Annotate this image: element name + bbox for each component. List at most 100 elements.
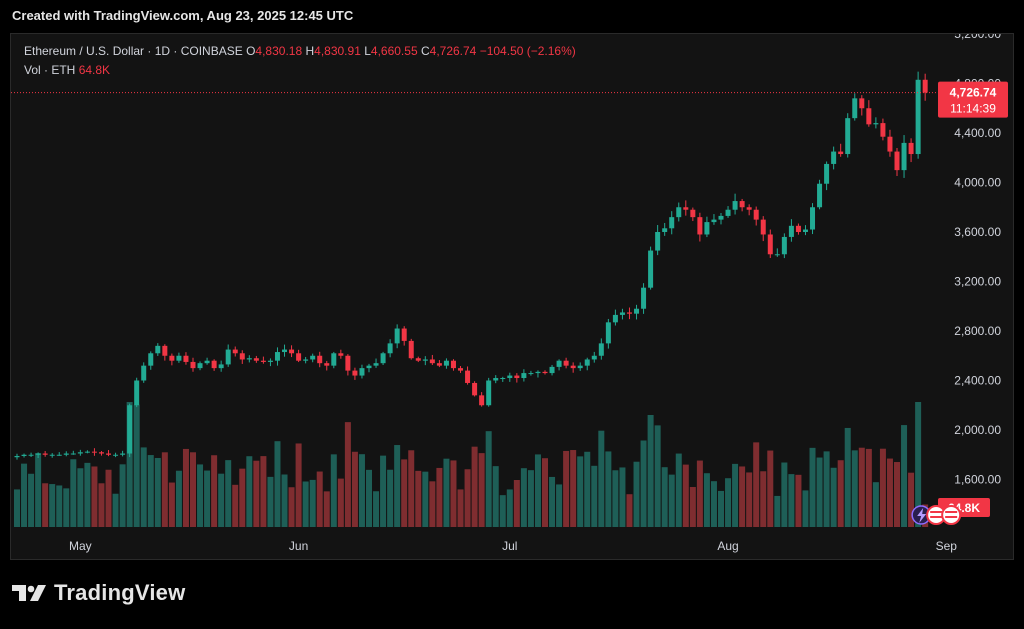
candle-body	[493, 378, 499, 381]
volume-bar	[77, 468, 84, 527]
volume-value: 64.8K	[78, 63, 111, 77]
candle-body	[795, 225, 801, 232]
candle-body	[718, 215, 724, 220]
volume-bar	[408, 450, 415, 527]
tradingview-logo-icon	[12, 585, 46, 601]
tradingview-logo-text: TradingView	[54, 580, 186, 605]
volume-bar	[471, 446, 478, 527]
candle-body	[894, 151, 900, 171]
time-axis-label: Jul	[502, 539, 517, 553]
candle-body	[91, 451, 97, 453]
price-axis-label: 5,200.00	[954, 34, 1001, 41]
candle-body	[380, 353, 386, 364]
change-value: −104.50 (−2.16%)	[479, 44, 576, 58]
volume-bar	[450, 460, 457, 527]
flag-stripe	[945, 516, 958, 518]
volume-bar	[239, 468, 246, 527]
candle-body	[120, 453, 126, 455]
volume-bar	[570, 450, 577, 527]
candle-body	[479, 395, 485, 406]
candle-body	[852, 98, 858, 119]
candle-body	[373, 363, 379, 366]
candle-body	[260, 360, 266, 362]
candle-body	[197, 363, 203, 369]
symbol-label[interactable]: Ethereum / U.S. Dollar · 1D · COINBASE	[24, 44, 243, 58]
candle-body	[746, 207, 752, 210]
volume-bar	[682, 464, 689, 527]
candle-body	[176, 355, 182, 361]
price-axis-label: 3,600.00	[954, 225, 1001, 239]
volume-bar	[689, 487, 696, 527]
volume-bar	[858, 447, 865, 527]
candle-body	[289, 349, 295, 354]
volume-bar	[63, 488, 70, 527]
volume-bar	[380, 455, 387, 527]
candle-body	[669, 217, 675, 229]
volume-bar	[182, 448, 189, 527]
volume-bar	[837, 460, 844, 527]
price-axis-label: 2,000.00	[954, 423, 1001, 437]
candle-body	[908, 142, 914, 155]
volume-bar	[190, 452, 196, 527]
volume-bar	[915, 402, 922, 527]
volume-bar	[619, 467, 626, 527]
volume-bar	[295, 443, 302, 527]
candle-body	[725, 209, 731, 216]
candle-body	[436, 363, 442, 366]
volume-bar	[781, 462, 788, 527]
candle-body	[359, 368, 365, 376]
candle-body	[753, 209, 759, 220]
volume-bar	[647, 415, 654, 527]
volume-bar	[865, 448, 872, 527]
volume-bar	[309, 479, 316, 527]
volume-bar	[633, 461, 640, 527]
candle-body	[42, 453, 48, 455]
candle-body	[141, 365, 147, 381]
price-chart[interactable]: 5,200.004,800.004,400.004,000.003,600.00…	[11, 34, 1015, 561]
candle-body	[732, 201, 738, 210]
candle-body	[408, 340, 414, 359]
volume-bar	[351, 451, 358, 527]
event-icons[interactable]	[911, 505, 962, 525]
candle-body	[148, 353, 154, 366]
volume-bar	[816, 457, 823, 527]
candle-body	[253, 358, 259, 361]
volume-bar	[605, 451, 612, 527]
candle-body	[591, 355, 597, 360]
high-value: 4,830.91	[314, 44, 361, 58]
volume-bar	[908, 472, 915, 527]
open-label: O	[246, 44, 256, 58]
candle-body	[331, 353, 337, 366]
candle-body	[845, 118, 851, 155]
volume-bar	[218, 473, 225, 527]
candle-body	[697, 217, 703, 235]
volume-bar	[739, 466, 746, 527]
candle-body	[605, 322, 611, 344]
volume-bar	[133, 404, 140, 527]
volume-bar	[161, 452, 168, 527]
candle-body	[866, 108, 872, 125]
candle-body	[528, 373, 534, 375]
candle-body	[549, 366, 555, 374]
candle-body	[77, 452, 83, 454]
candle-body	[458, 368, 464, 371]
volume-bar	[732, 463, 739, 527]
volume-bar	[703, 473, 710, 527]
tradingview-logo[interactable]: TradingView	[12, 580, 185, 606]
candle-body	[634, 308, 640, 314]
last-price-tag[interactable]: 4,726.74 11:14:39	[938, 81, 1008, 118]
volume-bar	[35, 453, 42, 527]
candle-body	[282, 349, 288, 353]
ohlc-legend: Ethereum / U.S. Dollar · 1D · COINBASE O…	[24, 42, 576, 80]
candle-body	[387, 343, 393, 354]
chart-panel[interactable]: 5,200.004,800.004,400.004,000.003,600.00…	[10, 33, 1014, 560]
candle-body	[317, 355, 323, 364]
volume-label[interactable]: Vol · ETH	[24, 63, 76, 77]
candle-body	[760, 219, 766, 235]
price-axis-label: 4,400.00	[954, 126, 1001, 140]
high-label: H	[305, 44, 315, 58]
volume-bar	[358, 454, 365, 527]
candle-body	[70, 453, 76, 455]
volume-bar	[774, 495, 781, 527]
candle-body	[514, 375, 520, 379]
